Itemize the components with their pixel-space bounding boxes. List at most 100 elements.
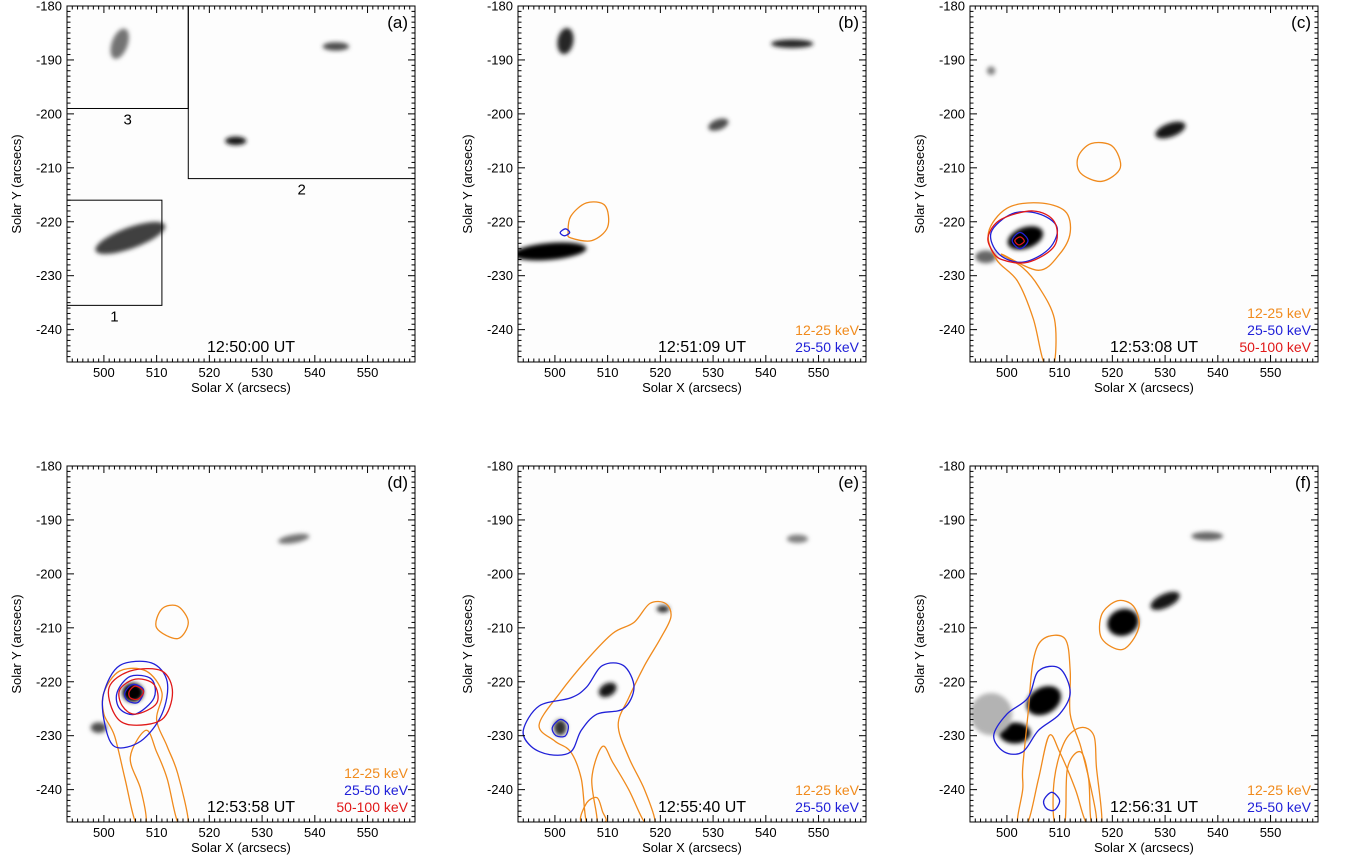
x-tick-label: 510	[146, 365, 168, 380]
legend-entry: 12-25 keV	[795, 322, 859, 338]
x-tick-label: 500	[93, 825, 115, 840]
y-tick-label: -240	[939, 782, 965, 797]
time-label: 12:55:40 UT	[658, 799, 746, 816]
legend-entry: 12-25 keV	[795, 782, 859, 798]
contour-25-50kev	[1042, 791, 1061, 812]
x-tick-label: 540	[304, 365, 326, 380]
y-tick-label: -240	[939, 322, 965, 337]
x-tick-label: 550	[357, 825, 379, 840]
plot-content	[970, 531, 1224, 822]
contour-12-25kev	[538, 600, 672, 822]
y-tick-label: -190	[487, 52, 513, 67]
emission-source	[322, 42, 350, 51]
emission-source	[1026, 685, 1062, 716]
emission-source	[1155, 121, 1186, 139]
y-tick-label: -210	[36, 160, 62, 175]
panel-tag: (c)	[1291, 13, 1311, 32]
x-axis-title: Solar X (arcsecs)	[642, 380, 742, 395]
y-tick-label: -180	[487, 459, 513, 474]
plot-area	[970, 466, 1318, 822]
contour-12-25kev	[1076, 141, 1122, 183]
x-axis-title: Solar X (arcsecs)	[191, 380, 291, 395]
y-axis-title: Solar Y (arcsecs)	[912, 594, 927, 693]
y-tick-label: -240	[36, 782, 62, 797]
y-tick-label: -230	[487, 268, 513, 283]
y-tick-label: -220	[36, 214, 62, 229]
panel-tag: (f)	[1295, 473, 1311, 492]
x-tick-label: 510	[1049, 365, 1071, 380]
x-tick-label: 520	[199, 365, 221, 380]
emission-source	[771, 39, 814, 48]
panel-tag: (e)	[838, 473, 859, 492]
plot-content	[67, 6, 415, 306]
y-tick-label: -210	[36, 620, 62, 635]
y-tick-label: -190	[939, 52, 965, 67]
contour-50-100kev	[128, 685, 145, 701]
contour-12-25kev	[567, 201, 610, 242]
x-tick-label: 520	[1102, 825, 1124, 840]
y-tick-label: -210	[487, 620, 513, 635]
y-tick-label: -240	[487, 782, 513, 797]
time-label: 12:53:58 UT	[207, 799, 295, 816]
y-axis-title: Solar Y (arcsecs)	[460, 134, 475, 233]
y-tick-label: -220	[939, 674, 965, 689]
x-tick-label: 530	[1154, 825, 1176, 840]
y-tick-label: -230	[36, 268, 62, 283]
y-tick-label: -220	[36, 674, 62, 689]
x-tick-label: 500	[93, 365, 115, 380]
x-axis-title: Solar X (arcsecs)	[191, 840, 291, 855]
plot-area	[67, 6, 415, 362]
time-label: 12:56:31 UT	[1110, 799, 1198, 816]
x-tick-label: 530	[1154, 365, 1176, 380]
y-tick-label: -180	[487, 0, 513, 14]
emission-source	[557, 28, 574, 55]
y-tick-label: -220	[487, 674, 513, 689]
x-tick-label: 540	[755, 365, 777, 380]
y-tick-label: -210	[487, 160, 513, 175]
plot-area	[518, 6, 866, 362]
emission-source	[95, 221, 166, 254]
legend-entry: 25-50 keV	[1247, 322, 1311, 338]
emission-source	[975, 250, 997, 264]
contour-50-100kev	[1014, 236, 1025, 246]
emission-source	[598, 682, 617, 698]
region-box-3	[67, 6, 189, 109]
legend-entry: 25-50 keV	[795, 339, 859, 355]
contour-12-25kev	[155, 604, 189, 640]
panel-d: 500 510 520 530 540 550 -240 -230 -220 -210 -200 -1…	[9, 459, 416, 855]
plot-area	[67, 466, 415, 822]
y-tick-label: -190	[487, 512, 513, 527]
x-tick-label: 520	[650, 825, 672, 840]
x-tick-label: 540	[304, 825, 326, 840]
contour-12-25kev	[1052, 726, 1103, 822]
emission-source	[553, 719, 567, 736]
x-tick-label: 520	[1102, 365, 1124, 380]
x-tick-label: 550	[357, 365, 379, 380]
x-tick-label: 540	[755, 825, 777, 840]
x-tick-label: 520	[650, 365, 672, 380]
emission-source	[1107, 608, 1139, 636]
x-axis-title: Solar X (arcsecs)	[1094, 380, 1194, 395]
emission-source	[518, 242, 587, 261]
x-tick-label: 510	[1049, 825, 1071, 840]
legend-entry: 12-25 keV	[344, 765, 408, 781]
region-box-label: 1	[110, 308, 118, 325]
panel-c: 500 510 520 530 540 550 -240 -230 -220 -210 -200 -1…	[912, 0, 1319, 395]
legend-entry: 25-50 keV	[795, 799, 859, 815]
y-tick-label: -180	[939, 0, 965, 14]
contour-50-100kev	[118, 678, 159, 715]
panel-b: 500 510 520 530 540 550 -240 -230 -220 -210 -200 -1…	[460, 0, 867, 395]
emission-source	[656, 605, 670, 613]
y-tick-label: -180	[36, 0, 62, 14]
y-tick-label: -180	[36, 459, 62, 474]
y-tick-label: -210	[939, 620, 965, 635]
legend-entry: 12-25 keV	[1247, 782, 1311, 798]
x-tick-label: 500	[544, 365, 566, 380]
plot-content	[518, 28, 814, 261]
panel-tag: (a)	[387, 13, 408, 32]
x-tick-label: 550	[1260, 365, 1282, 380]
contour-12-25kev	[1098, 599, 1140, 651]
time-label: 12:51:09 UT	[658, 339, 746, 356]
y-axis-title: Solar Y (arcsecs)	[9, 594, 24, 693]
emission-source	[1191, 531, 1224, 541]
